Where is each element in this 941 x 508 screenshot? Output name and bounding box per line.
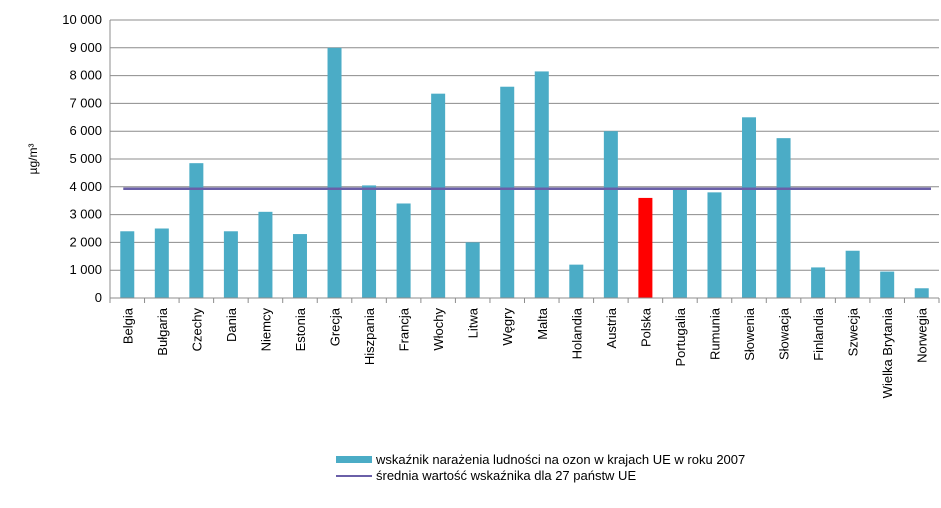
- bar: [362, 185, 377, 298]
- x-tick-label: Estonia: [293, 307, 308, 351]
- bar: [396, 203, 411, 298]
- bars: [120, 47, 929, 299]
- bar: [431, 93, 446, 298]
- bar: [811, 267, 826, 298]
- x-tick-label: Holandia: [569, 307, 584, 359]
- x-tick-label: Rumunia: [707, 307, 722, 360]
- y-tick-label: 3 000: [69, 207, 102, 222]
- x-tick-label: Czechy: [189, 308, 204, 352]
- x-tick-label: Norwegia: [915, 307, 930, 363]
- bar: [500, 86, 515, 298]
- y-tick-label: 4 000: [69, 179, 102, 194]
- bar: [742, 117, 757, 298]
- y-tick-label: 2 000: [69, 234, 102, 249]
- y-tick-label: 8 000: [69, 68, 102, 83]
- y-axis-ticks: 0 1 000 2 000 3 000 4 000 5 000 6 000 7 000 8 00…: [62, 12, 102, 305]
- y-tick-label: 6 000: [69, 123, 102, 138]
- x-tick-label: Malta: [535, 307, 550, 340]
- y-tick-label: 0: [95, 290, 102, 305]
- x-tick-label: Bułgaria: [155, 307, 170, 355]
- x-tick-label: Hiszpania: [362, 307, 377, 365]
- y-tick-label: 7 000: [69, 95, 102, 110]
- bar: [672, 189, 687, 298]
- x-tick-label: Słowenia: [742, 307, 757, 361]
- x-tick-label: Finlandia: [811, 307, 826, 361]
- x-tick-label: Szwecja: [846, 307, 861, 356]
- bar: [120, 231, 135, 298]
- bar: [707, 192, 722, 298]
- x-tick-label: Wielka Brytania: [880, 307, 895, 398]
- legend-item-bars: wskaźnik narażenia ludności na ozon w kr…: [336, 452, 836, 467]
- x-tick-label: Niemcy: [258, 308, 273, 352]
- x-tick-label: Francja: [397, 307, 412, 351]
- y-tick-label: 9 000: [69, 40, 102, 55]
- legend: wskaźnik narażenia ludności na ozon w kr…: [336, 452, 836, 483]
- legend-label-line: średnia wartość wskaźnika dla 27 państw …: [376, 468, 637, 483]
- x-axis-labels: Belgia Bułgaria Czechy Dania Niemcy Estonia Gr…: [120, 307, 929, 398]
- x-tick-label: Włochy: [431, 308, 446, 351]
- y-tick-label: 1 000: [69, 262, 102, 277]
- bar: [638, 197, 653, 298]
- x-tick-label: Portugalia: [673, 307, 688, 366]
- legend-swatch-line: [336, 475, 372, 477]
- bar: [569, 264, 584, 298]
- bar: [603, 131, 618, 298]
- bar: [258, 211, 273, 298]
- bar: [534, 71, 549, 299]
- bar: [327, 47, 342, 298]
- bar: [914, 288, 929, 298]
- x-tick-label: Słowacja: [777, 307, 792, 360]
- bar: [776, 138, 791, 298]
- y-tick-label: 5 000: [69, 151, 102, 166]
- x-tick-label: Polska: [638, 307, 653, 347]
- x-tick-label: Grecja: [328, 307, 343, 346]
- legend-label-bars: wskaźnik narażenia ludności na ozon w kr…: [376, 452, 746, 467]
- x-tick-label: Litwa: [466, 307, 481, 338]
- y-tick-label: 10 000: [62, 12, 102, 27]
- y-axis-title: µg/m³: [26, 144, 40, 175]
- x-tick-label: Austria: [604, 307, 619, 348]
- x-tick-label: Węgry: [500, 308, 515, 346]
- bar: [292, 234, 307, 298]
- x-tick-label: Belgia: [120, 307, 135, 344]
- legend-item-line: średnia wartość wskaźnika dla 27 państw …: [336, 468, 836, 483]
- gridlines: [110, 19, 939, 299]
- x-tick-label: Dania: [224, 307, 239, 342]
- bar: [465, 242, 480, 298]
- legend-swatch-bar: [336, 456, 372, 463]
- x-axis: [109, 20, 940, 303]
- bar: [223, 231, 238, 298]
- bar: [880, 271, 895, 298]
- bar: [845, 250, 860, 298]
- bar: [154, 228, 169, 298]
- bar: [189, 163, 204, 298]
